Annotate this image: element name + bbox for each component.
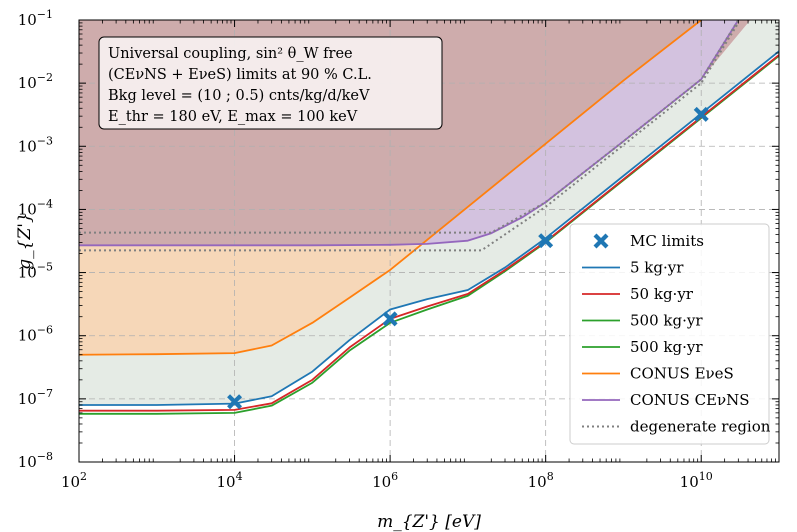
y-axis-label: g_{Z'} — [15, 212, 35, 270]
legend-label: 500 kg·yr — [630, 338, 703, 356]
line-50-kgyr — [79, 54, 779, 412]
info-box-line: Bkg level = (10 ; 0.5) cnts/kg/d/keV — [108, 88, 370, 104]
eves-exclusion-region — [79, 243, 422, 355]
legend-marker — [593, 233, 609, 249]
x-tick-label: 106 — [372, 470, 398, 491]
info-box-line: Universal coupling, sin² θ_W free — [108, 46, 353, 62]
legend-label: MC limits — [630, 232, 704, 250]
info-box: Universal coupling, sin² θ_W free (CEνNS … — [98, 36, 443, 130]
x-axis-label: m_{Z'} [eV] — [377, 512, 481, 532]
legend-frame — [569, 223, 770, 445]
legend-label: 5 kg·yr — [630, 259, 684, 277]
legend-label: CONUS CEνNS — [630, 391, 750, 409]
mc-limit-marker — [693, 106, 709, 122]
y-tick-label: 10−6 — [18, 324, 53, 345]
cevns-exclusion-region — [421, 20, 739, 244]
y-tick-label: 10−2 — [18, 71, 53, 92]
y-tick-label: 10−7 — [18, 387, 53, 408]
mc-limit-marker — [382, 311, 398, 327]
x-tick-label: 102 — [61, 470, 87, 491]
info-box-line: (CEνNS + EνeS) limits at 90 % C.L. — [108, 67, 372, 83]
info-box-frame — [98, 36, 443, 130]
legend-label: 500 kg·yr — [630, 312, 703, 330]
axis-ticks — [78, 19, 779, 463]
mc-limit-markers — [227, 106, 709, 410]
mc-limit-marker — [538, 233, 554, 249]
y-tick-label: 10−8 — [18, 450, 53, 471]
line-degenerate-lower — [79, 22, 740, 252]
x-tick-label: 104 — [217, 470, 243, 491]
y-tick-label: 10−3 — [18, 134, 53, 155]
line-5-kgyr — [79, 50, 779, 406]
legend-label: 50 kg·yr — [630, 285, 694, 303]
line-conus-eves — [79, 20, 703, 356]
x-tick-label: 108 — [528, 470, 554, 491]
plot-frame — [78, 19, 780, 463]
tick-labels: 102 104 106 108 101010−810−710−610−510−410−3… — [18, 8, 713, 491]
info-box-line: E_thr = 180 eV, E_max = 100 keV — [108, 109, 358, 125]
mc-limit-marker — [227, 394, 243, 410]
legend-label: degenerate region — [630, 418, 771, 436]
x-tick-label: 1010 — [680, 470, 713, 491]
line-conus-cevns — [79, 20, 740, 247]
sensitivity-band — [79, 20, 779, 405]
legend-label: CONUS EνeS — [630, 365, 734, 383]
legend: MC limits 5 kg·yr 50 kg·yr 500 kg·yr 500 kg·… — [569, 223, 771, 445]
y-tick-label: 10−1 — [18, 8, 53, 29]
series-lines — [79, 20, 779, 415]
